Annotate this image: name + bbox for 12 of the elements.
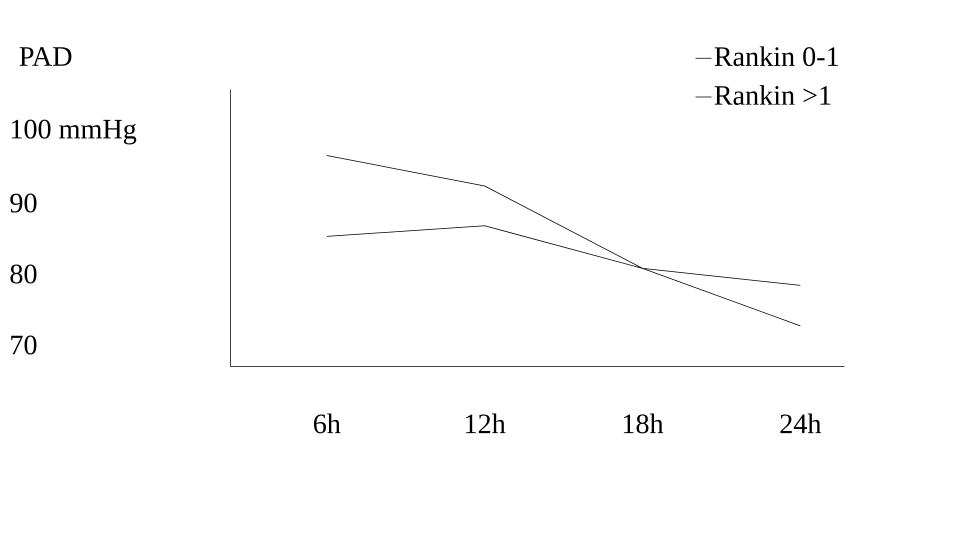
line-series <box>326 155 801 326</box>
legend-label: Rankin >1 <box>714 85 830 105</box>
y-tick-label: 100 mmHg <box>12 120 136 144</box>
y-axis-title: PAD <box>20 47 72 66</box>
legend-label: Rankin 0-1 <box>714 46 838 66</box>
y-tick-label: 70 <box>11 335 36 354</box>
y-tick-label: 90 <box>10 193 36 212</box>
x-tick-label: 24h <box>780 413 822 434</box>
y-tick-label: 80 <box>10 264 36 284</box>
x-tick-label: 12h <box>466 413 506 434</box>
x-tick-label: 6h <box>314 413 341 434</box>
x-tick-label: 18h <box>624 413 664 434</box>
